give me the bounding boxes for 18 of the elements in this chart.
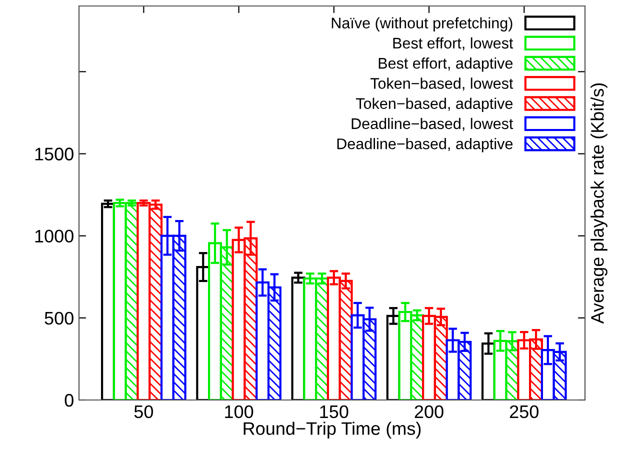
legend-label: Deadline−based, adaptive — [337, 138, 513, 152]
x-tick-label: 100 — [225, 405, 254, 418]
legend-label: Deadline−based, lowest — [352, 118, 514, 131]
legend-label: Token−based, lowest — [370, 78, 514, 91]
x-tick-label: 200 — [414, 405, 444, 418]
legend-label: Best effort, lowest — [393, 37, 514, 50]
x-axis-title: Round−Trip Time (ms) — [244, 422, 421, 439]
y-axis-title: Average playback rate (Kbit/s) — [590, 83, 608, 324]
y-tick-label: 1500 — [35, 148, 74, 160]
y-tick-label: 0 — [64, 394, 74, 407]
y-tick-label: 1000 — [35, 230, 74, 243]
y-tick-label: 500 — [44, 312, 74, 325]
x-tick-label: 150 — [320, 405, 348, 418]
x-tick-label: 250 — [510, 405, 538, 418]
x-tick-label: 50 — [134, 405, 154, 418]
legend-label: Naïve (without prefetching) — [332, 17, 512, 32]
legend-label: Token−based, adaptive — [356, 98, 513, 112]
legend-label: Best effort, adaptive — [378, 57, 513, 72]
